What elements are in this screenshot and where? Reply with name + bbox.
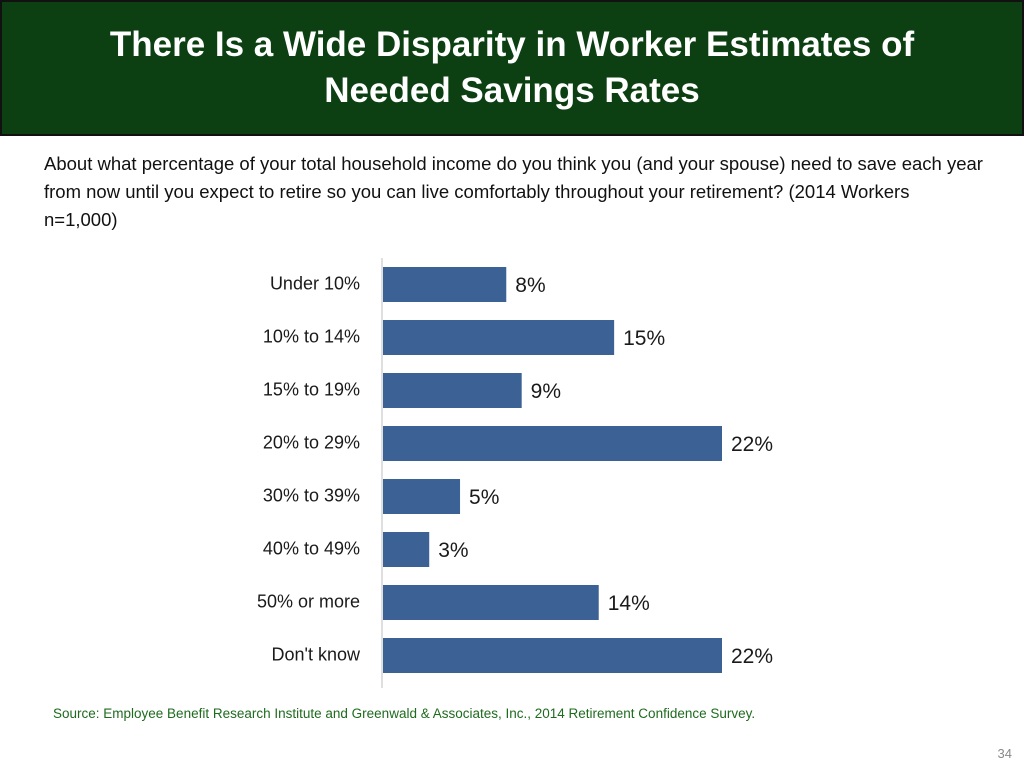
survey-question: About what percentage of your total hous… bbox=[44, 153, 983, 230]
category-label: 20% to 29% bbox=[263, 432, 360, 452]
bar bbox=[383, 320, 615, 355]
category-label: 10% to 14% bbox=[263, 326, 360, 346]
source-note: Source: Employee Benefit Research Instit… bbox=[53, 706, 756, 721]
category-label: Under 10% bbox=[270, 273, 360, 293]
category-label: 15% to 19% bbox=[263, 379, 360, 399]
data-label: 9% bbox=[531, 380, 561, 403]
title-bar: There Is a Wide Disparity in Worker Esti… bbox=[0, 0, 1024, 136]
page-number: 34 bbox=[997, 746, 1012, 761]
bar bbox=[383, 585, 599, 620]
data-label: 3% bbox=[438, 539, 468, 562]
category-label: 40% to 49% bbox=[263, 538, 360, 558]
category-label: Don't know bbox=[272, 644, 361, 664]
category-label: 50% or more bbox=[257, 591, 360, 611]
data-label: 15% bbox=[623, 327, 665, 350]
bar bbox=[383, 479, 461, 514]
data-label: 14% bbox=[608, 592, 650, 615]
data-label: 22% bbox=[731, 645, 773, 668]
bar-chart: Under 10% 8% 10% to 14% 15% 15% to 19% 9% 20% … bbox=[257, 258, 773, 688]
data-label: 8% bbox=[515, 274, 545, 297]
bar bbox=[383, 426, 722, 461]
category-label: 30% to 39% bbox=[263, 485, 360, 505]
data-label: 22% bbox=[731, 433, 773, 456]
data-label: 5% bbox=[469, 486, 499, 509]
bar bbox=[383, 267, 507, 302]
bar bbox=[383, 373, 522, 408]
bar bbox=[383, 532, 430, 567]
slide-title: There Is a Wide Disparity in Worker Esti… bbox=[109, 25, 915, 110]
bar bbox=[383, 638, 722, 673]
